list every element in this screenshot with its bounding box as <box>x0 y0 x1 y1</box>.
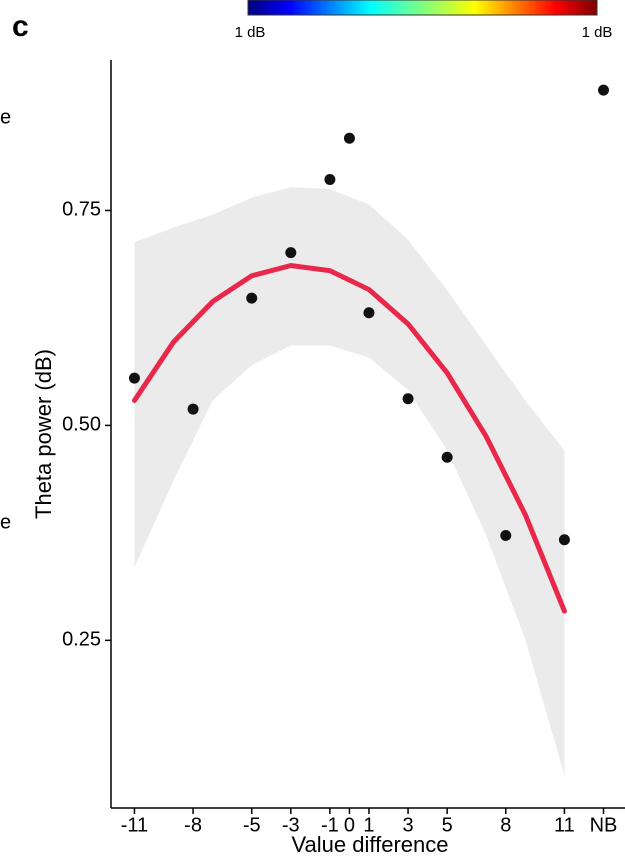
fragment-text: e <box>0 511 11 533</box>
data-point <box>246 292 258 304</box>
y-axis-label: Theta power (dB) <box>31 349 56 519</box>
x-tick-label: 1 <box>363 814 374 836</box>
y-tick-label: 0.25 <box>62 629 101 651</box>
x-tick-label: -8 <box>184 814 202 836</box>
x-tick-label: 3 <box>403 814 414 836</box>
data-point <box>343 132 355 144</box>
x-tick-label: 5 <box>442 814 453 836</box>
colorbar <box>247 0 598 16</box>
data-point <box>558 534 570 546</box>
x-tick-label: 11 <box>554 814 575 836</box>
data-point <box>187 403 199 415</box>
panel-label: c <box>12 10 29 43</box>
x-tick-label: NB <box>590 814 618 836</box>
data-point <box>402 393 414 405</box>
x-axis-label: Value difference <box>292 832 449 857</box>
x-tick-label: 8 <box>500 814 511 836</box>
confidence-band <box>134 187 565 776</box>
colorbar-label: 1 dB <box>582 24 613 41</box>
data-point <box>441 451 453 463</box>
x-tick-label: -1 <box>321 814 339 836</box>
data-point <box>500 529 512 541</box>
data-point <box>285 247 297 259</box>
colorbar-label: 1 dB <box>235 24 266 41</box>
data-point <box>363 307 375 319</box>
y-tick-label: 0.75 <box>62 199 101 221</box>
fit-line <box>131 262 567 614</box>
x-tick-label: -5 <box>243 814 261 836</box>
data-point <box>598 84 610 96</box>
data-point <box>324 174 336 186</box>
fragment-text: e <box>0 106 11 128</box>
data-point <box>128 372 140 384</box>
x-tick-label: -11 <box>121 814 148 836</box>
x-tick-label: -3 <box>282 814 300 836</box>
y-tick-label: 0.50 <box>62 414 101 436</box>
x-tick-label: 0 <box>344 814 355 836</box>
